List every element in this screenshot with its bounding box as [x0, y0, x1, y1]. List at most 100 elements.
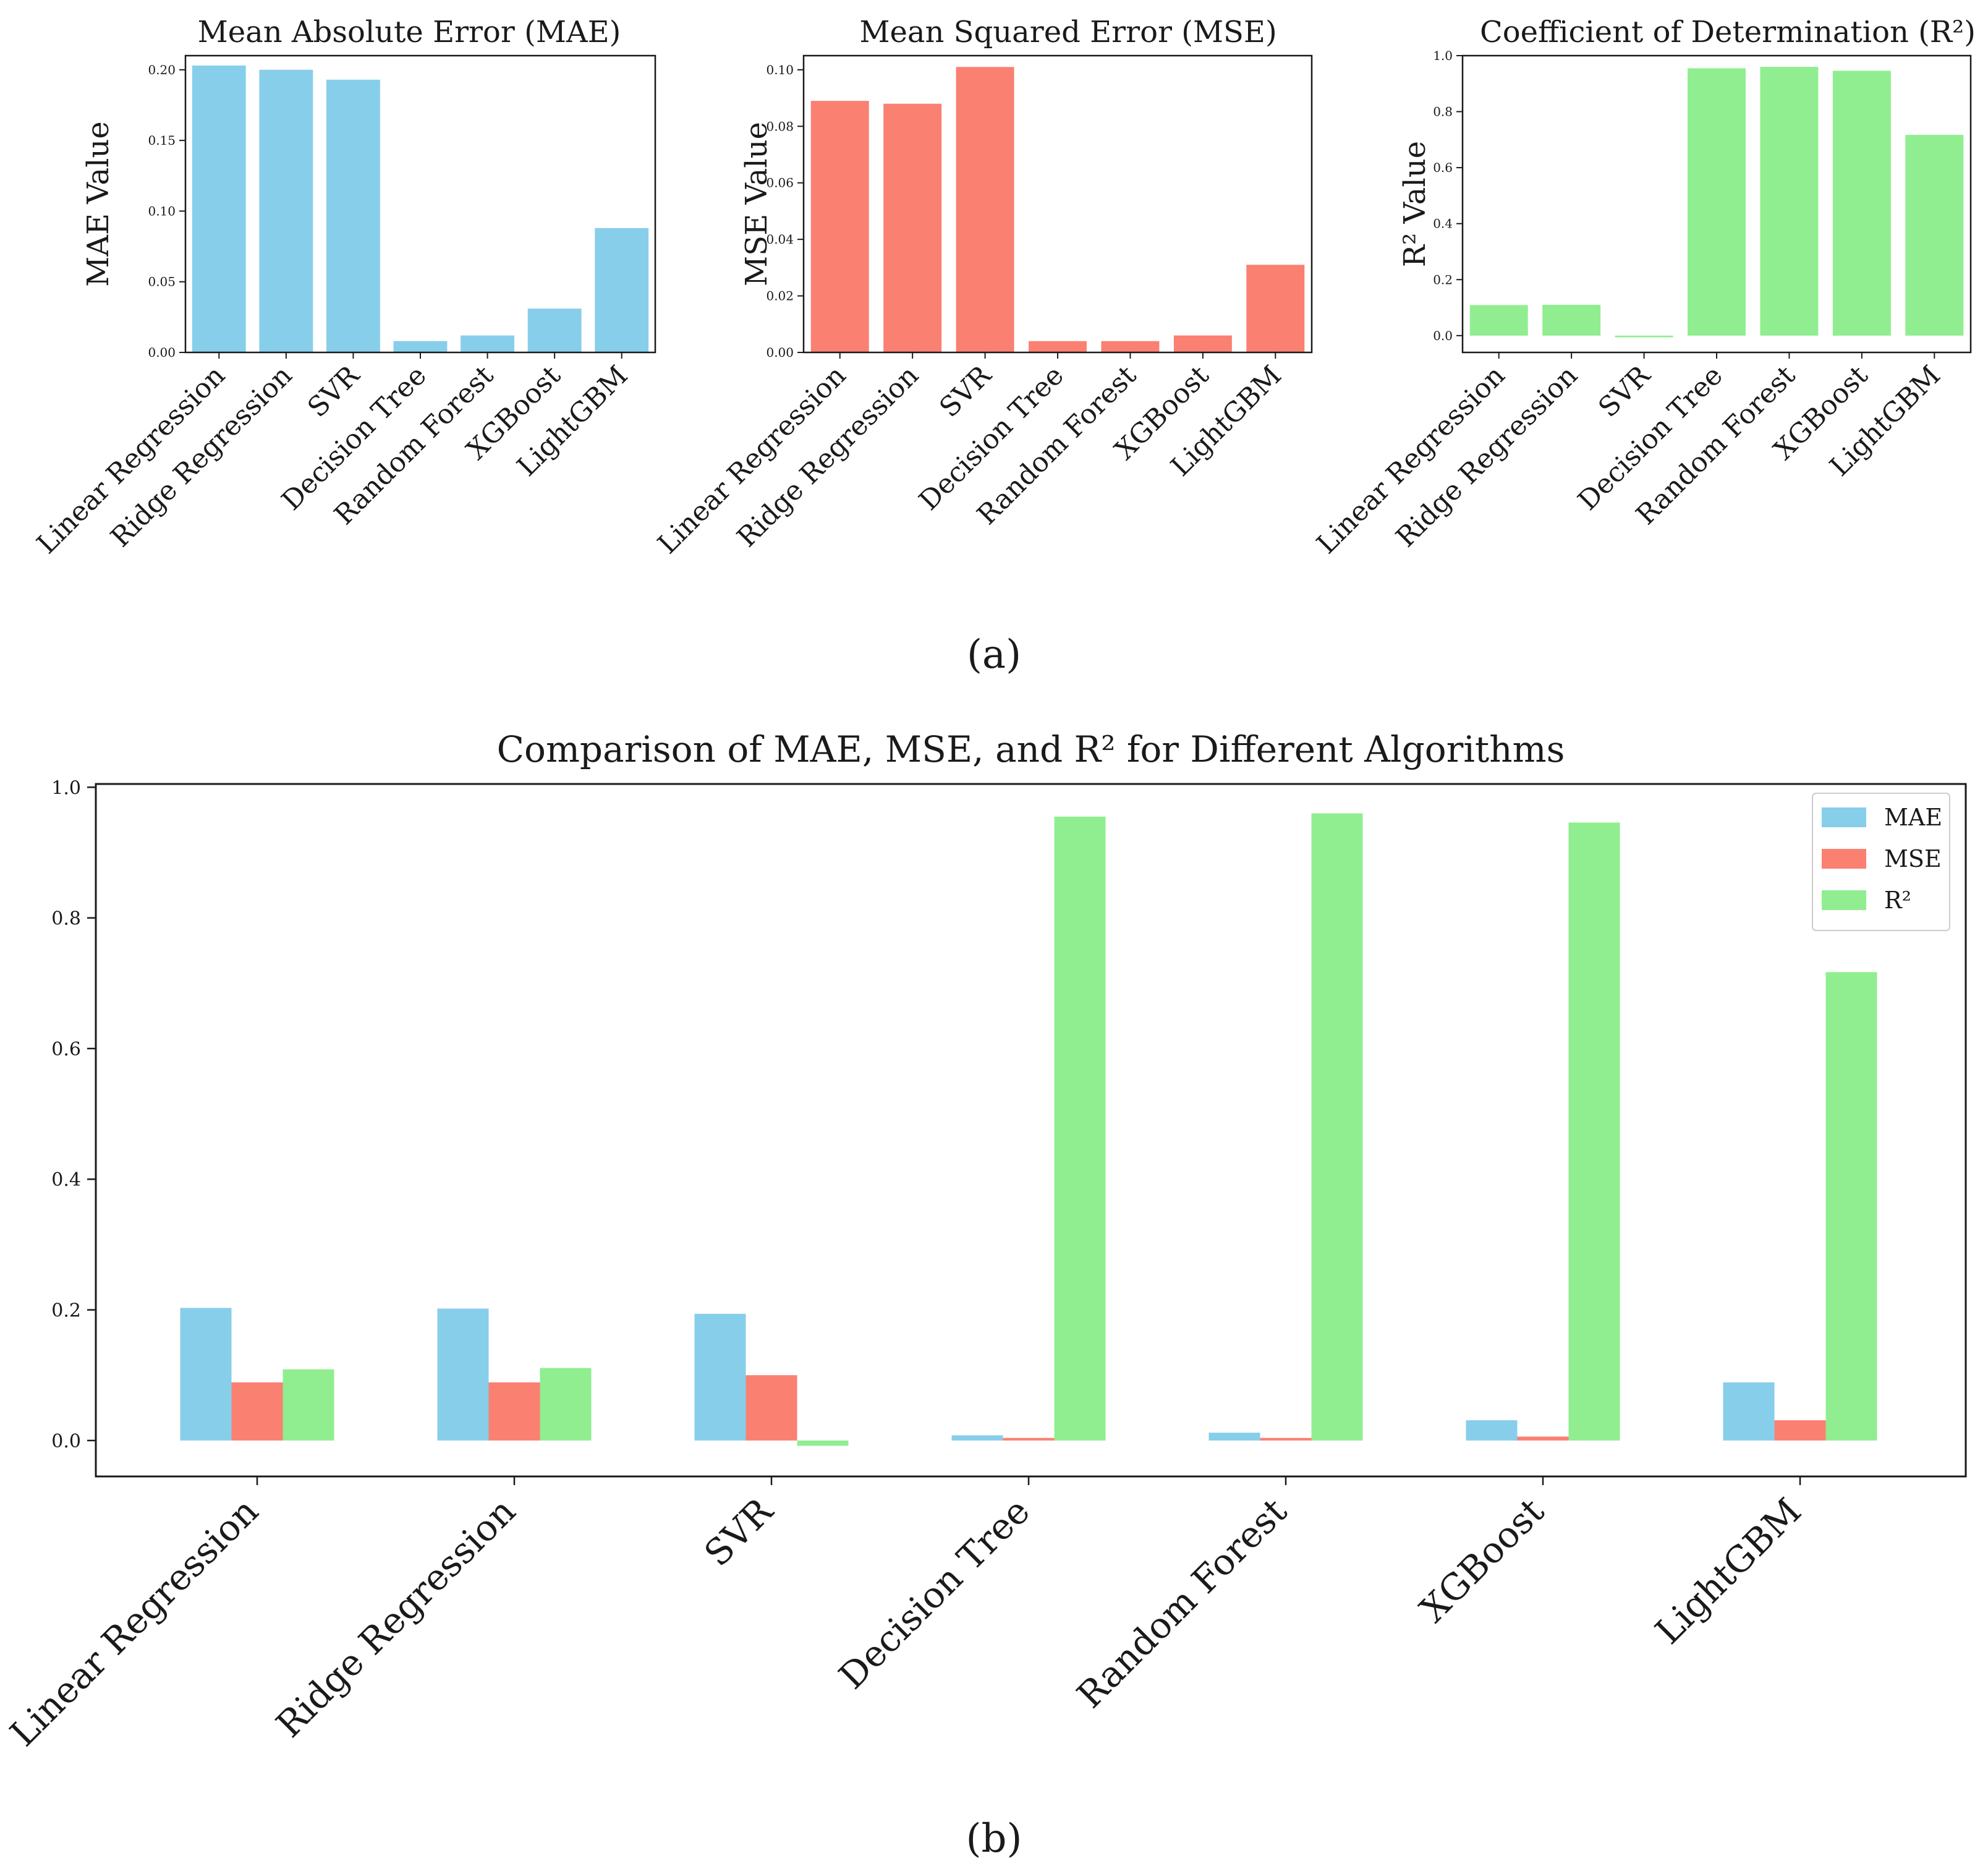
bar-r-decision-tree — [1054, 816, 1106, 1441]
y-tick-label: 0.10 — [148, 203, 176, 218]
y-tick-label: 0.00 — [148, 345, 176, 360]
legend-label-mae: MAE — [1884, 804, 1942, 831]
panel-b-chart: 0.0 0.2 0.4 0.6 0.8 1.0 Linear Regression Ridge… — [2, 728, 1967, 1755]
bar-mse-ridge-regression — [883, 103, 942, 352]
chart-title: Mean Squared Error (MSE) — [859, 15, 1276, 49]
bar-mse-decision-tree — [1029, 341, 1087, 352]
bar-mae-ridge-regression — [259, 69, 313, 352]
bar-r-svr — [797, 1440, 849, 1446]
legend-label-r: R² — [1884, 887, 1911, 914]
bar-r2-svr — [1615, 335, 1673, 338]
x-category-label: Random Forest — [1069, 1490, 1295, 1716]
bar-r2-xgboost — [1832, 70, 1891, 336]
legend-label-mse: MSE — [1884, 845, 1942, 872]
bar-r-linear-regression — [282, 1369, 334, 1441]
bar-mae-xgboost — [1466, 1420, 1518, 1441]
y-tick-label: 0.08 — [766, 119, 794, 134]
y-axis-label: R² Value — [1398, 141, 1432, 267]
bar-mse-lightgbm — [1246, 265, 1305, 352]
bar-mse-lightgbm — [1774, 1420, 1826, 1441]
bar-mse-ridge-regression — [488, 1382, 540, 1441]
y-tick-label: 0.6 — [1433, 160, 1453, 175]
y-tick-label: 0.04 — [766, 232, 794, 247]
plot-frame — [95, 783, 1967, 1478]
y-tick-label: 0.6 — [51, 1039, 81, 1060]
bar-r-xgboost — [1568, 822, 1620, 1441]
bar-r2-ridge-regression — [1542, 305, 1601, 336]
bar-r2-decision-tree — [1688, 68, 1746, 336]
bar-mse-svr — [956, 67, 1014, 353]
legend-swatch-mae — [1822, 807, 1866, 827]
x-category-label: XGBoost — [1412, 1490, 1552, 1630]
chart-title: Comparison of MAE, MSE, and R² for Diffe… — [497, 728, 1565, 770]
bar-mae-linear-regression — [192, 66, 246, 352]
chart-combined: 0.0 0.2 0.4 0.6 0.8 1.0 Linear Regression Ridge… — [2, 728, 1967, 1755]
x-category-label: Linear Regression — [2, 1490, 266, 1755]
bar-mse-xgboost — [1517, 1436, 1569, 1441]
y-tick-label: 0.20 — [148, 62, 176, 77]
bar-mae-svr — [326, 79, 380, 352]
chart-title: Mean Absolute Error (MAE) — [198, 15, 621, 49]
legend-swatch-mse — [1822, 849, 1866, 869]
x-category-label: SVR — [696, 1489, 781, 1574]
x-category-label: Decision Tree — [831, 1490, 1038, 1697]
bar-r-ridge-regression — [540, 1368, 592, 1441]
legend-swatch-r — [1822, 890, 1866, 910]
bar-mae-ridge-regression — [437, 1308, 489, 1441]
bar-mae-lightgbm — [1723, 1382, 1775, 1441]
bar-mae-random-forest — [1209, 1433, 1260, 1441]
bar-mse-decision-tree — [1003, 1437, 1055, 1441]
bar-mse-linear-regression — [810, 101, 869, 352]
y-tick-label: 0.4 — [51, 1169, 81, 1191]
y-tick-label: 0.02 — [766, 289, 794, 304]
bar-mse-xgboost — [1173, 335, 1232, 352]
bar-r2-linear-regression — [1469, 305, 1528, 336]
panel-label-a: (a) — [967, 632, 1021, 678]
y-tick-label: 0.2 — [51, 1300, 81, 1322]
legend: MAE MSE R² — [1812, 793, 1950, 931]
y-tick-label: 1.0 — [51, 777, 81, 799]
y-tick-label: 0.05 — [148, 275, 176, 289]
bar-mae-linear-regression — [180, 1308, 232, 1441]
y-tick-label: 0.15 — [148, 133, 176, 148]
bar-mae-lightgbm — [595, 228, 649, 352]
plot-frame — [802, 54, 1313, 354]
y-tick-label: 0.4 — [1433, 216, 1453, 231]
bar-mae-svr — [694, 1313, 746, 1441]
bar-mae-xgboost — [527, 309, 582, 352]
bar-mse-linear-regression — [231, 1382, 283, 1441]
y-axis-label: MAE Value — [81, 121, 116, 287]
panel-label-b: (b) — [966, 1816, 1022, 1862]
x-category-label: Ridge Regression — [268, 1490, 523, 1745]
bar-mae-decision-tree — [951, 1435, 1003, 1441]
bar-mae-decision-tree — [393, 341, 448, 352]
y-tick-label: 0.10 — [766, 62, 794, 77]
y-tick-label: 0.00 — [766, 345, 794, 360]
plot-frame — [184, 54, 656, 354]
y-tick-label: 0.0 — [1433, 328, 1453, 343]
bar-mse-random-forest — [1101, 341, 1160, 352]
bar-mae-random-forest — [461, 335, 514, 352]
y-tick-label: 0.8 — [51, 908, 81, 930]
y-tick-label: 0.0 — [51, 1431, 81, 1452]
x-category-label: LightGBM — [1647, 1490, 1809, 1652]
x-category-label: SVR — [1592, 359, 1657, 424]
y-axis-label: MSE Value — [739, 122, 774, 286]
y-tick-label: 0.8 — [1433, 104, 1453, 119]
y-tick-label: 0.2 — [1433, 272, 1453, 287]
bar-mse-random-forest — [1260, 1437, 1312, 1441]
x-category-label: SVR — [933, 359, 998, 424]
bar-mse-svr — [746, 1375, 797, 1441]
y-tick-label: 0.06 — [766, 176, 794, 190]
bar-r-lightgbm — [1825, 972, 1877, 1441]
bar-r-random-forest — [1311, 813, 1363, 1441]
bar-r2-lightgbm — [1905, 135, 1964, 336]
bar-r2-random-forest — [1760, 67, 1819, 336]
y-tick-label: 1.0 — [1433, 48, 1453, 63]
chart-title: Coefficient of Determination (R²) — [1480, 15, 1976, 49]
